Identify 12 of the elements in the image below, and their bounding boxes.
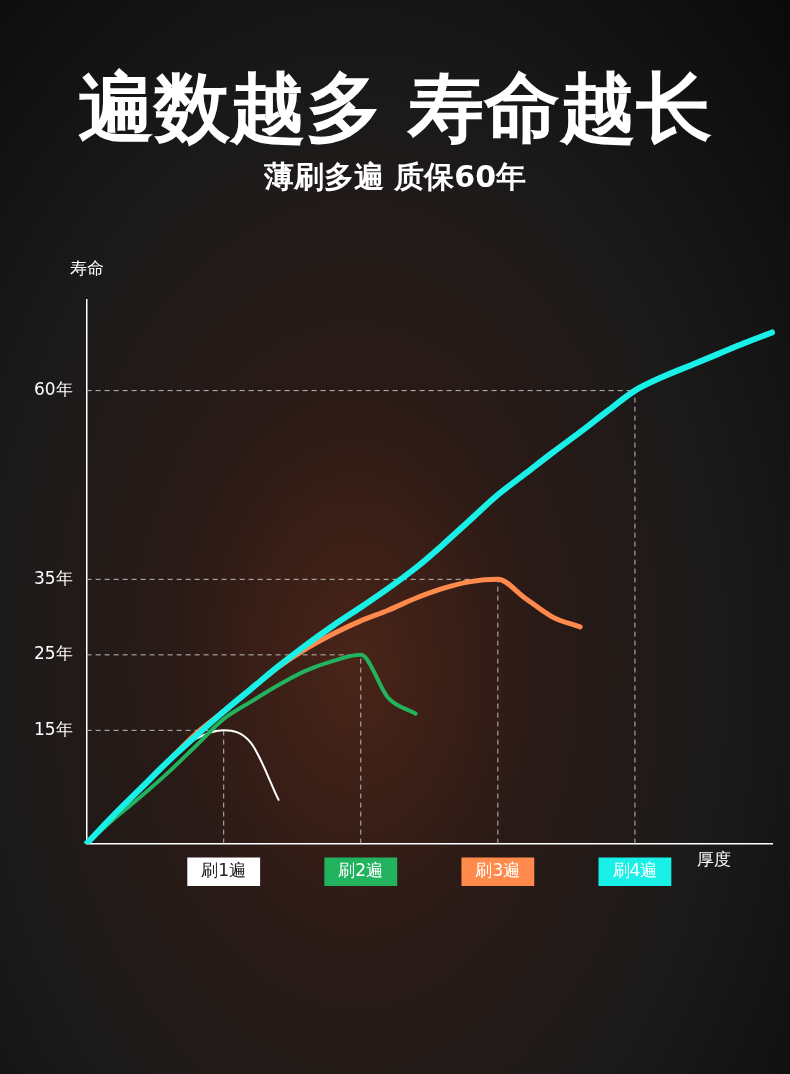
x-tick-label: 刷1遍 — [201, 860, 247, 881]
chart-title: 遍数越多 寿命越长 — [76, 62, 714, 154]
y-tick-label: 15年 — [33, 718, 73, 739]
x-tick-label: 刷4遍 — [612, 860, 658, 881]
x-tick-label: 刷2遍 — [338, 860, 384, 881]
y-tick-label: 25年 — [33, 643, 73, 664]
x-axis-title: 厚度 — [696, 848, 731, 869]
x-tick-label: 刷3遍 — [475, 860, 521, 881]
chart-subtitle: 薄刷多遍 质保60年 — [262, 158, 528, 196]
y-axis-title: 寿命 — [69, 257, 104, 278]
y-tick-label: 60年 — [33, 379, 73, 400]
y-tick-label: 35年 — [33, 567, 73, 588]
